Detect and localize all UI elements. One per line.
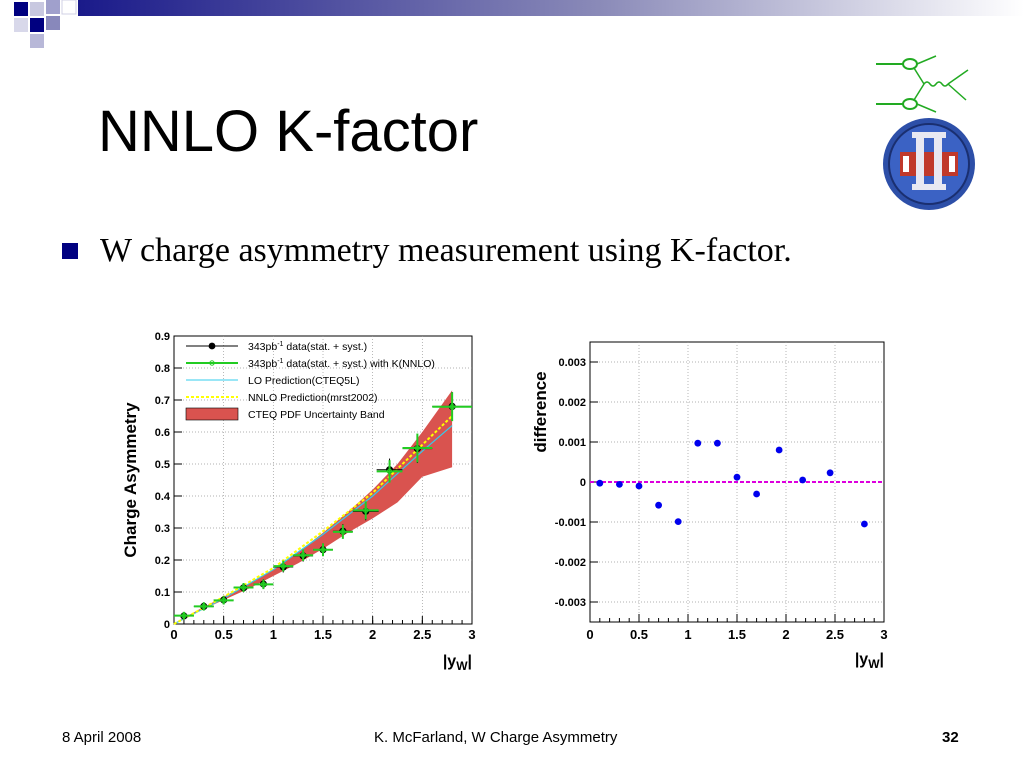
data-point-knnlo <box>414 445 421 451</box>
y-tick-label: 0.7 <box>155 395 170 407</box>
legend-label-pre: LO Prediction(CTEQ5L) <box>248 375 359 387</box>
legend-label-pre: NNLO Prediction(mrst2002) <box>248 392 378 404</box>
y-tick-label: 0 <box>580 477 586 489</box>
cdf-seal-icon <box>883 118 975 210</box>
legend-label-post: data(stat. + syst.) with K(NNLO) <box>283 358 434 370</box>
x-tick-label: 0 <box>170 627 177 642</box>
y-tick-label: 0.1 <box>155 587 170 599</box>
data-point-knnlo <box>240 584 247 591</box>
x-tick-label: 0 <box>586 627 593 642</box>
x-axis-title-sub: W <box>456 659 468 673</box>
x-axis-title: |yW| <box>855 651 884 671</box>
data-point <box>616 481 623 488</box>
data-point <box>635 482 643 490</box>
x-tick-label: 2.5 <box>413 627 431 642</box>
x-tick-label: 2 <box>369 627 376 642</box>
data-point <box>733 473 741 481</box>
x-tick-label: 1.5 <box>314 627 332 642</box>
legend-swatch-marker <box>208 342 216 350</box>
y-axis-title: Charge Asymmetry <box>121 402 140 558</box>
x-axis-title-sub: W <box>868 657 880 671</box>
y-tick-label: 0.3 <box>155 523 170 535</box>
data-point <box>826 469 834 477</box>
legend-label-pre: 343pb <box>248 341 277 353</box>
y-tick-label: -0.002 <box>555 557 586 569</box>
data-point <box>674 518 682 525</box>
data-point <box>655 501 662 509</box>
x-axis-title: |yW| <box>443 653 472 673</box>
legend-label: CTEQ PDF Uncertainty Band <box>248 409 385 421</box>
data-point-knnlo <box>363 507 369 514</box>
x-tick-label: 0.5 <box>215 627 233 642</box>
legend-label-pre: 343pb <box>248 358 277 370</box>
legend-label: LO Prediction(CTEQ5L) <box>248 375 359 387</box>
legend-label: 343pb-1 data(stat. + syst.) <box>248 341 367 353</box>
y-tick-label: 0.002 <box>558 397 586 409</box>
header-decoration <box>14 0 1024 48</box>
legend-label: NNLO Prediction(mrst2002) <box>248 392 378 404</box>
data-point <box>596 479 604 487</box>
data-point-knnlo <box>386 468 393 475</box>
y-tick-label: 0.001 <box>558 437 586 449</box>
x-axis-title-end: | <box>880 651 884 668</box>
data-point-knnlo <box>320 547 326 553</box>
y-tick-label: 0.6 <box>155 427 170 439</box>
legend-swatch-band <box>185 407 239 421</box>
y-tick-label: 0.5 <box>155 459 170 471</box>
x-tick-label: 1 <box>684 627 691 642</box>
bullet-text: W charge asymmetry measurement using K-f… <box>100 232 792 269</box>
data-point-knnlo <box>260 581 267 588</box>
x-tick-label: 1 <box>270 627 277 642</box>
feynman-diagram-icon <box>876 55 969 113</box>
x-tick-label: 2.5 <box>826 627 844 642</box>
legend-label-sup: -1 <box>277 341 283 348</box>
footer-date: 8 April 2008 <box>62 729 142 746</box>
data-point-knnlo <box>201 603 207 610</box>
cdf-logo <box>876 55 975 210</box>
data-point-knnlo <box>220 597 227 604</box>
y-tick-label: -0.003 <box>555 597 586 609</box>
legend-swatch-marker <box>209 360 215 366</box>
legend-label: 343pb-1 data(stat. + syst.) with K(NNLO) <box>248 358 435 370</box>
page-number: 32 <box>942 729 959 746</box>
y-tick-label: 0.003 <box>558 357 586 369</box>
difference-chart: 0.003 0.002 0.001 0 -0.001 -0.002 -0.003 0 0.5 1 1… <box>522 324 898 684</box>
data-point <box>861 520 868 528</box>
y-tick-label: 0.9 <box>155 331 170 343</box>
footer-author: K. McFarland, W Charge Asymmetry <box>374 729 618 746</box>
x-tick-label: 3 <box>880 627 887 642</box>
x-tick-label: 3 <box>468 627 475 642</box>
x-tick-label: 0.5 <box>630 627 648 642</box>
y-tick-label: 0.4 <box>155 491 171 503</box>
legend-label-sup: -1 <box>277 358 283 365</box>
y-tick-label: 0 <box>164 619 170 631</box>
y-tick-label: 0.2 <box>155 555 170 567</box>
data-point <box>753 490 760 498</box>
x-tick-label: 1.5 <box>728 627 746 642</box>
data-point-knnlo <box>300 552 306 558</box>
data-point <box>694 439 702 447</box>
x-axis-title-main: |y <box>855 651 868 668</box>
data-point <box>714 439 721 447</box>
legend-label-post: data(stat. + syst.) <box>283 341 367 353</box>
bullet-item: W charge asymmetry measurement using K-f… <box>62 234 792 268</box>
data-point-knnlo <box>280 563 286 569</box>
slide-title: NNLO K-factor <box>98 99 479 164</box>
y-tick-label: -0.001 <box>555 517 586 529</box>
data-point-knnlo <box>340 529 346 535</box>
legend-label-pre: CTEQ PDF Uncertainty Band <box>248 409 385 421</box>
data-point-knnlo <box>449 404 455 410</box>
x-axis-title-end: | <box>468 653 472 670</box>
data-point-knnlo <box>181 612 187 619</box>
x-tick-label: 2 <box>782 627 789 642</box>
data-point <box>799 476 807 484</box>
y-axis-title: difference <box>531 371 550 452</box>
y-tick-label: 0.8 <box>155 363 170 375</box>
bullet-square-icon <box>62 243 78 259</box>
charge-asymmetry-chart: 0 0.5 1 1.5 2 2.5 3 0 0.1 0.2 0.3 0.4 0.5 0.6 0.7 0.8 0.… <box>112 324 484 684</box>
x-axis-title-main: |y <box>443 653 456 670</box>
data-point <box>775 446 783 454</box>
